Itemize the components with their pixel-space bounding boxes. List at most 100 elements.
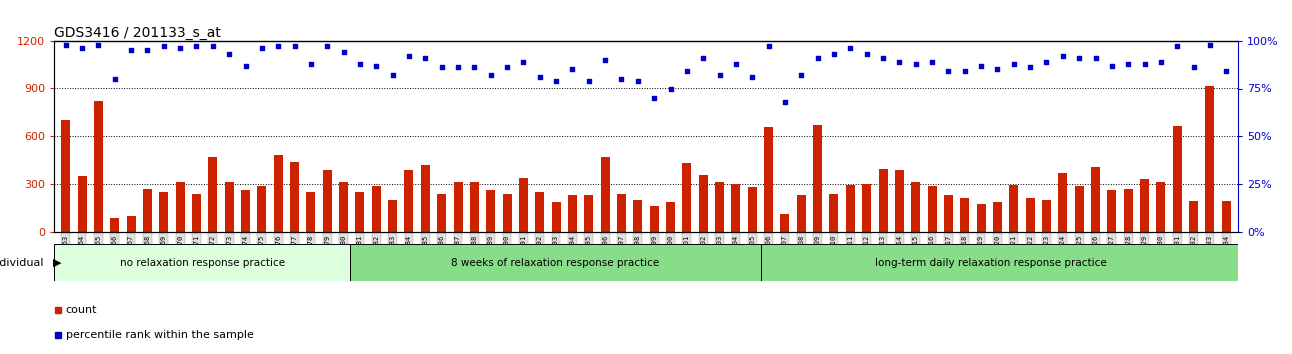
Bar [699,175,708,232]
Point [464,65,484,70]
Bar [404,170,413,232]
Bar [350,244,778,281]
Bar [372,185,381,232]
Text: no relaxation response practice: no relaxation response practice [120,258,284,268]
Bar [618,194,627,232]
Bar [1009,185,1018,232]
Bar [552,202,561,232]
Text: long-term daily relaxation response practice: long-term daily relaxation response prac… [875,258,1107,268]
Point [203,44,224,49]
Text: individual: individual [0,258,44,268]
Bar [1041,200,1050,232]
Bar [486,190,495,232]
Point [399,53,420,59]
Bar [846,185,855,232]
Point [758,44,779,49]
Point [301,61,322,67]
Bar [159,192,168,232]
Point [906,61,926,67]
Bar [568,195,578,232]
Bar [1173,126,1182,232]
Bar [94,101,103,232]
Point [857,51,877,57]
Point [808,55,828,61]
Point [628,78,649,84]
Point [218,51,239,57]
Point [955,68,975,74]
Bar [388,200,397,232]
Bar [257,185,266,232]
Point [660,86,681,91]
Point [938,68,959,74]
Point [823,51,844,57]
Bar [731,184,740,232]
Bar [355,192,364,232]
Point [333,49,354,55]
Point [970,63,991,68]
Bar [339,183,348,232]
Bar [242,190,251,232]
Point [775,99,796,105]
Point [284,44,305,49]
Bar [291,162,298,232]
Bar [944,195,953,232]
Bar [470,183,479,232]
Point [350,61,371,67]
Bar [911,183,920,232]
Point [105,76,125,82]
Bar [665,202,674,232]
Point [693,55,713,61]
Point [1019,65,1040,70]
Point [1216,68,1236,74]
Point [1183,65,1204,70]
Point [72,46,93,51]
Text: ▶: ▶ [53,258,62,268]
Bar [127,216,136,232]
Point [545,78,566,84]
Point [611,76,632,82]
Point [382,72,403,78]
Bar [110,217,119,232]
Point [872,55,893,61]
Bar [928,185,937,232]
Bar [748,187,757,232]
Bar [323,170,332,232]
Bar [503,194,512,232]
Point [1199,42,1220,47]
Text: percentile rank within the sample: percentile rank within the sample [66,330,253,339]
Bar [650,206,659,232]
Point [317,44,337,49]
Point [137,47,158,53]
Bar [176,183,185,232]
Bar [143,189,152,232]
Point [1085,55,1106,61]
Bar [584,195,593,232]
Bar [1026,198,1035,232]
Point [742,74,762,80]
Bar [1222,201,1231,232]
Bar [1107,190,1116,232]
Point [579,78,599,84]
Bar [1156,183,1165,232]
Bar [437,194,446,232]
Point [1102,63,1123,68]
Point [643,95,664,101]
Bar [764,127,773,232]
Point [366,63,386,68]
Bar [829,194,839,232]
Point [840,46,860,51]
Point [594,57,615,63]
Point [481,72,501,78]
Bar [682,163,691,232]
Bar [601,157,610,232]
Bar [994,202,1001,232]
Bar [633,200,642,232]
Point [1036,59,1057,64]
Point [1134,61,1155,67]
Bar [306,192,315,232]
Bar [61,120,70,232]
Point [496,65,517,70]
Point [562,67,583,72]
Bar [78,176,87,232]
Bar [977,204,986,232]
